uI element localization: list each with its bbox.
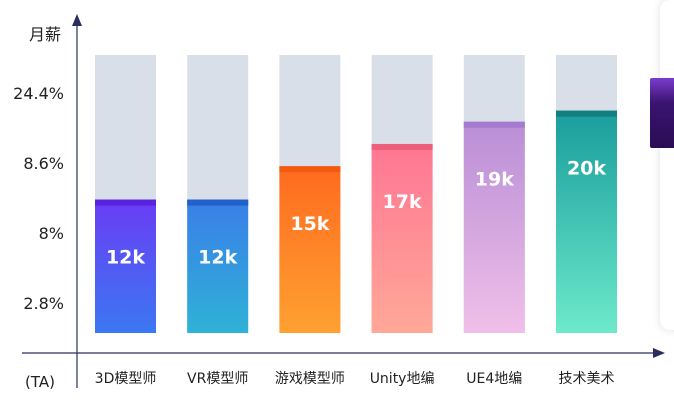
bar-0 bbox=[95, 199, 156, 333]
bar-cap bbox=[187, 199, 249, 206]
y-axis-arrow-icon bbox=[72, 14, 82, 26]
bar-1 bbox=[187, 199, 249, 333]
bar-value-label: 12k bbox=[106, 247, 145, 269]
y-tick-label: 24.4% bbox=[13, 84, 64, 103]
bar-value-label: 15k bbox=[290, 213, 329, 235]
y-tick-label: 2.8% bbox=[23, 294, 64, 313]
x-category-label: 技术美术 bbox=[559, 371, 615, 387]
y-axis-title: 月薪 bbox=[29, 25, 61, 44]
bar-cap bbox=[95, 199, 156, 206]
x-category-label: VR模型师 bbox=[187, 371, 248, 387]
bar-5 bbox=[556, 110, 617, 333]
bar-3 bbox=[371, 143, 433, 333]
bar-value-label: 17k bbox=[383, 191, 422, 213]
side-tab-decoration bbox=[650, 78, 674, 148]
bar-cap bbox=[463, 121, 525, 128]
bar-2 bbox=[279, 166, 341, 333]
bar-value-label: 20k bbox=[567, 158, 606, 180]
x-category-label: UE4地编 bbox=[466, 371, 522, 387]
y-tick-label: 8% bbox=[39, 224, 64, 243]
x-axis-unit-label: (TA) bbox=[25, 373, 55, 391]
bar-4 bbox=[463, 121, 525, 333]
bar-value-label: 12k bbox=[198, 247, 237, 269]
bar-value-label: 19k bbox=[475, 169, 514, 191]
x-axis-arrow-icon bbox=[653, 348, 665, 358]
x-category-label: 游戏模型师 bbox=[275, 371, 345, 387]
bar-cap bbox=[371, 143, 433, 150]
bar-cap bbox=[556, 110, 617, 117]
x-category-label: Unity地编 bbox=[370, 371, 435, 387]
x-category-label: 3D模型师 bbox=[95, 371, 157, 387]
y-tick-label: 8.6% bbox=[23, 154, 64, 173]
bar-cap bbox=[279, 166, 341, 173]
side-card-panel bbox=[660, 0, 674, 330]
